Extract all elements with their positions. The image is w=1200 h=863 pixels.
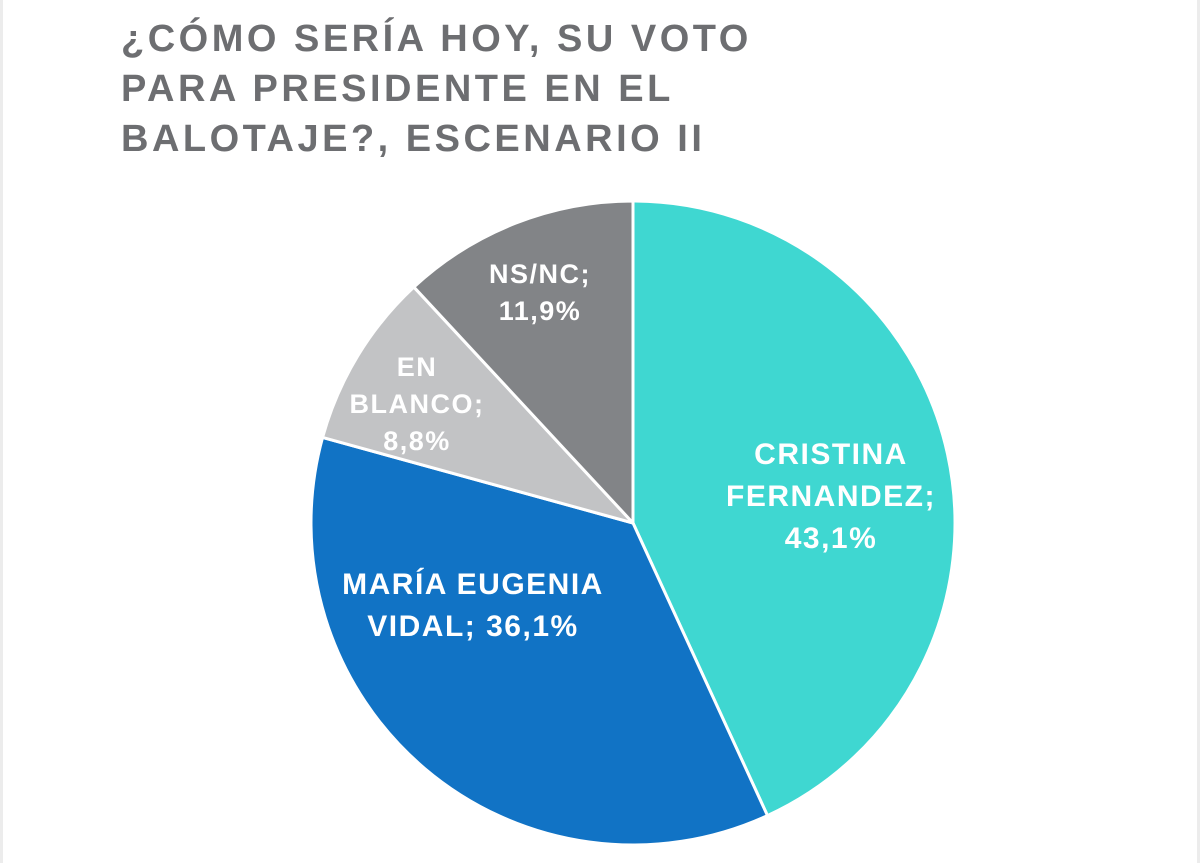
chart-title: ¿CÓMO SERÍA HOY, SU VOTO PARA PRESIDENTE… — [121, 18, 752, 160]
pie-label-0: CRISTINA FERNANDEZ; 43,1% — [726, 438, 936, 555]
pie-slice-0 — [631, 199, 957, 818]
pie-slice-3 — [412, 199, 635, 525]
pie-slice-2 — [321, 285, 635, 525]
pie-chart: CRISTINA FERNANDEZ; 43,1% MARÍA EUGENIA VIDA… — [309, 199, 957, 847]
pie-label-3: NS/NC; 11,9% — [489, 259, 591, 326]
pie-label-2: EN BLANCO; 8,8% — [350, 352, 485, 456]
pie-slice-1 — [309, 435, 769, 847]
pie-label-1: MARÍA EUGENIA VIDAL; 36,1% — [342, 567, 604, 643]
